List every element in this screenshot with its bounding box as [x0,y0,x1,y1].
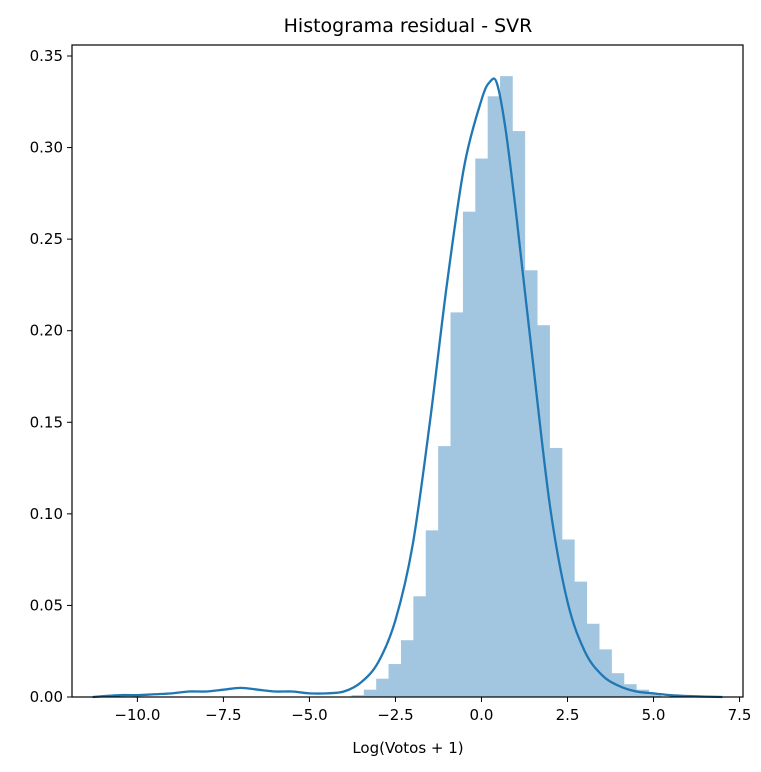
histogram-bar [413,596,427,697]
histogram-bar [549,447,563,697]
kde-curve [92,77,723,699]
histogram-bar [388,664,402,697]
chart-title: Histograma residual - SVR [284,15,533,37]
histogram-bar [450,312,464,697]
y-tick-label: 0.20 [30,322,63,340]
x-tick-label: 7.5 [728,706,752,724]
y-tick-label: 0.30 [30,139,63,157]
y-axis: 0.00 0.05 0.10 0.15 0.20 0.25 0.30 0.35 [30,47,72,706]
histogram-bar [425,530,439,697]
y-tick-label: 0.35 [30,47,63,65]
y-tick-label: 0.10 [30,505,63,523]
x-tick-label: −5.0 [291,706,327,724]
histogram-bar [351,695,365,697]
y-tick-label: 0.00 [30,688,63,706]
histogram-bar [475,158,488,698]
x-tick-label: −2.5 [377,706,413,724]
histogram-bar [562,539,575,697]
histogram-bar [648,693,662,697]
histogram-bar [487,96,501,697]
y-tick-label: 0.15 [30,413,63,431]
histogram-bar [400,640,414,697]
x-tick-label: 0.0 [470,706,494,724]
x-axis: −10.0 −7.5 −5.0 −2.5 0.0 2.5 5.0 7.5 [114,697,751,724]
x-axis-label: Log(Votos + 1) [352,739,463,757]
x-tick-label: −10.0 [114,706,160,724]
kde-curve-group [92,77,723,699]
x-tick-label: 5.0 [642,706,666,724]
y-tick-label: 0.25 [30,230,63,248]
histogram-bar [438,446,451,697]
histogram-bar [599,649,612,697]
y-tick-label: 0.05 [30,596,63,614]
histogram-bar [586,623,600,697]
histogram-bar [512,131,526,697]
histogram-bar [537,325,550,697]
x-tick-label: −7.5 [205,706,241,724]
histogram-bar [462,211,476,697]
plot-frame [71,44,744,698]
x-tick-label: 2.5 [556,706,580,724]
histogram-bar [376,678,389,697]
histogram-bar [524,270,538,697]
histogram-bar [500,76,513,697]
histogram-bar [363,689,377,697]
histogram-bars [351,76,662,698]
